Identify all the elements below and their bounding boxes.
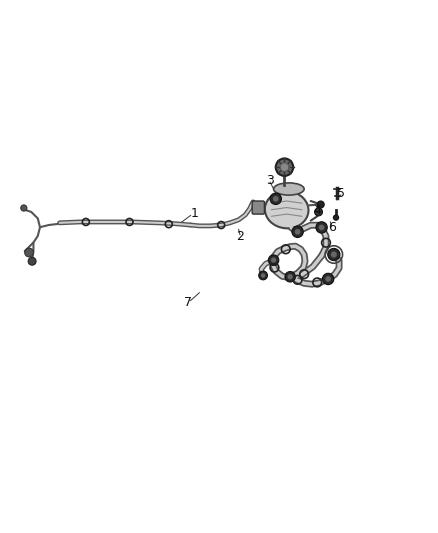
Circle shape (325, 276, 331, 282)
Circle shape (28, 257, 36, 265)
FancyBboxPatch shape (252, 201, 265, 214)
Circle shape (314, 208, 322, 216)
Circle shape (331, 252, 337, 257)
Circle shape (280, 163, 289, 172)
Circle shape (21, 205, 27, 211)
Text: 4: 4 (314, 204, 321, 217)
Text: 3: 3 (266, 174, 274, 187)
Circle shape (292, 226, 303, 238)
Circle shape (276, 158, 293, 176)
Circle shape (322, 273, 334, 285)
Circle shape (288, 274, 293, 279)
Ellipse shape (274, 183, 304, 195)
Circle shape (270, 193, 282, 205)
Text: 5: 5 (337, 187, 345, 200)
Circle shape (333, 215, 339, 220)
Circle shape (285, 271, 295, 282)
Circle shape (273, 196, 279, 201)
Circle shape (317, 201, 324, 208)
Circle shape (271, 257, 276, 263)
Text: 7: 7 (184, 296, 192, 309)
Circle shape (319, 224, 325, 230)
Text: 2: 2 (236, 230, 244, 243)
Ellipse shape (265, 191, 308, 228)
Text: 1: 1 (190, 207, 198, 220)
Circle shape (328, 248, 340, 261)
Circle shape (295, 229, 300, 235)
Circle shape (261, 273, 265, 278)
Circle shape (259, 271, 268, 280)
Text: 6: 6 (328, 221, 336, 234)
Circle shape (268, 255, 279, 265)
Circle shape (316, 222, 327, 233)
Circle shape (25, 248, 33, 257)
